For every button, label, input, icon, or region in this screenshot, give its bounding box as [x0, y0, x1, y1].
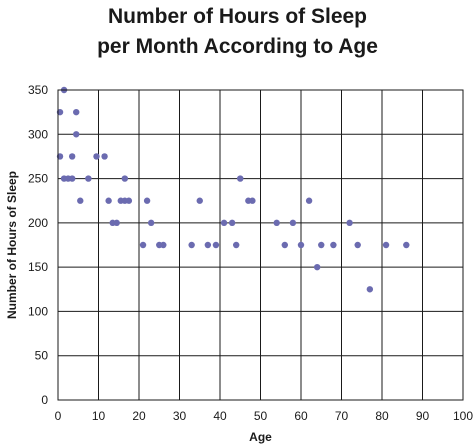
data-point [220, 219, 228, 227]
data-point [188, 241, 195, 249]
data-point [330, 241, 337, 249]
y-tick-label: 200 [28, 216, 48, 230]
x-tick-label: 30 [173, 409, 187, 423]
x-tick-label: 90 [416, 409, 430, 423]
data-point [318, 241, 325, 249]
x-tick-label: 20 [132, 409, 146, 423]
grid-lines [57, 89, 464, 401]
chart-title: Number of Hours of Sleep per Month Accor… [0, 2, 475, 62]
data-point [273, 219, 280, 227]
x-tick-label: 70 [335, 409, 349, 423]
y-tick-label: 350 [28, 83, 48, 97]
x-tick-label: 40 [213, 409, 227, 423]
y-tick-label: 300 [28, 127, 48, 141]
data-point [354, 241, 361, 249]
data-point [403, 241, 410, 249]
data-point [73, 131, 80, 138]
data-point [228, 219, 236, 227]
data-point [237, 175, 244, 182]
data-point [297, 241, 305, 249]
data-point [147, 219, 155, 227]
data-point [382, 241, 390, 249]
data-point [121, 175, 129, 182]
y-tick-label: 50 [35, 349, 49, 363]
data-point [196, 197, 203, 204]
y-axis-label: Number of Hours of Sleep [5, 171, 19, 319]
data-point [204, 241, 212, 249]
data-point [139, 241, 147, 249]
data-point [281, 241, 288, 249]
data-point [113, 219, 120, 227]
x-tick-label: 100 [453, 409, 473, 423]
data-point [314, 263, 321, 271]
x-tick-label: 0 [55, 409, 62, 423]
chart-title-line-2: per Month According to Age [97, 35, 378, 58]
data-point [68, 175, 76, 182]
x-tick-label: 80 [375, 409, 389, 423]
x-tick-label: 60 [294, 409, 308, 423]
y-tick-label: 100 [28, 304, 48, 318]
data-point [233, 241, 240, 249]
plot-frame [57, 89, 464, 401]
data-point [249, 197, 256, 204]
data-point [305, 197, 313, 204]
y-tick-label: 0 [41, 393, 48, 407]
y-tick-label: 150 [28, 260, 48, 274]
x-axis-ticks: 0 10 20 30 40 50 60 70 80 90 100 [55, 409, 474, 423]
data-point [143, 197, 151, 204]
data-point [289, 219, 297, 227]
chart-title-line-1: Number of Hours of Sleep [107, 5, 368, 28]
data-point [77, 197, 84, 204]
y-axis-ticks: 0 50 100 150 200 250 300 350 [28, 83, 48, 407]
data-point [73, 108, 80, 116]
data-point [346, 219, 353, 227]
data-point [366, 286, 374, 293]
data-point [212, 241, 220, 249]
data-point [160, 241, 167, 249]
data-point [105, 197, 112, 204]
data-points [56, 86, 410, 293]
data-point [93, 153, 100, 160]
x-tick-label: 10 [92, 409, 106, 423]
y-tick-label: 250 [28, 172, 48, 186]
data-point [85, 175, 92, 182]
x-axis-label: Age [249, 430, 272, 444]
data-point [101, 153, 108, 160]
data-point [125, 197, 133, 204]
data-point [68, 153, 76, 160]
x-tick-label: 50 [254, 409, 268, 423]
